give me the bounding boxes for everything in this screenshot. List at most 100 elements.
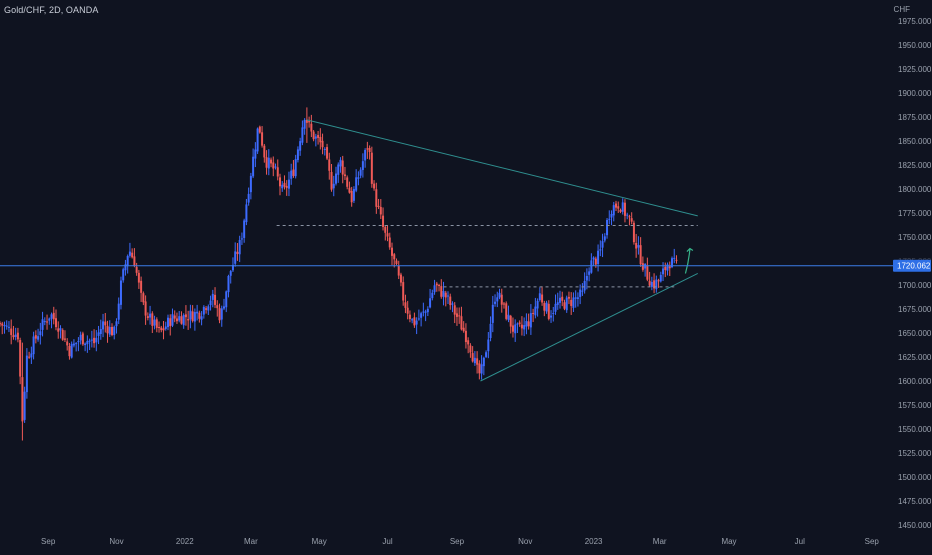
candle[interactable] <box>668 261 671 276</box>
candle[interactable] <box>238 235 241 263</box>
candle[interactable] <box>576 292 579 307</box>
candle[interactable] <box>135 262 138 276</box>
candle[interactable] <box>191 305 194 323</box>
candle[interactable] <box>570 292 573 315</box>
candle[interactable] <box>200 311 203 326</box>
candle[interactable] <box>270 157 273 168</box>
candle[interactable] <box>299 137 302 156</box>
candle[interactable] <box>267 149 270 176</box>
candle[interactable] <box>61 328 64 341</box>
candle[interactable] <box>451 301 454 313</box>
candle[interactable] <box>597 244 600 272</box>
candle[interactable] <box>612 201 615 222</box>
candle[interactable] <box>370 146 373 188</box>
candle[interactable] <box>258 125 261 134</box>
candle[interactable] <box>182 313 185 329</box>
candle[interactable] <box>63 330 66 343</box>
candle[interactable] <box>144 295 147 325</box>
candle[interactable] <box>223 298 225 311</box>
candle[interactable] <box>99 319 102 340</box>
candle[interactable] <box>411 317 414 324</box>
candle[interactable] <box>386 225 389 242</box>
candle[interactable] <box>552 306 555 322</box>
candle[interactable] <box>608 210 611 225</box>
candle[interactable] <box>52 306 55 325</box>
candle[interactable] <box>337 162 340 183</box>
candle[interactable] <box>25 348 28 399</box>
candle[interactable] <box>16 327 19 343</box>
candle[interactable] <box>346 175 349 190</box>
candle[interactable] <box>368 145 371 160</box>
candle[interactable] <box>422 302 425 317</box>
candle[interactable] <box>641 256 644 272</box>
candle[interactable] <box>511 317 514 338</box>
candle[interactable] <box>294 154 297 179</box>
candle[interactable] <box>467 337 470 354</box>
candle[interactable] <box>541 286 544 306</box>
candle[interactable] <box>449 293 452 310</box>
candle[interactable] <box>359 167 362 179</box>
candle[interactable] <box>393 252 396 268</box>
candle[interactable] <box>408 310 411 323</box>
candle[interactable] <box>198 310 201 323</box>
candle[interactable] <box>343 166 346 180</box>
candle[interactable] <box>550 310 553 323</box>
candle[interactable] <box>243 218 246 243</box>
candle[interactable] <box>323 147 326 156</box>
candle[interactable] <box>81 331 84 346</box>
candle[interactable] <box>48 317 51 325</box>
candle[interactable] <box>666 262 669 276</box>
candle[interactable] <box>68 342 71 360</box>
candle[interactable] <box>480 355 483 380</box>
candle[interactable] <box>55 309 57 331</box>
candle[interactable] <box>290 163 293 185</box>
candle[interactable] <box>404 294 407 314</box>
candle[interactable] <box>79 331 82 345</box>
candle[interactable] <box>518 320 521 327</box>
candle[interactable] <box>532 308 535 323</box>
candle[interactable] <box>341 155 344 184</box>
candle[interactable] <box>287 171 290 197</box>
candle[interactable] <box>321 133 324 155</box>
candle[interactable] <box>610 210 613 226</box>
candle[interactable] <box>500 288 503 313</box>
candle[interactable] <box>66 338 69 351</box>
candle[interactable] <box>113 325 116 340</box>
candle[interactable] <box>158 321 161 333</box>
candle[interactable] <box>97 325 100 345</box>
candle[interactable] <box>648 271 651 287</box>
candle[interactable] <box>312 130 315 142</box>
candle[interactable] <box>193 308 196 331</box>
candle[interactable] <box>431 289 434 301</box>
candle[interactable] <box>326 143 329 161</box>
candle[interactable] <box>632 220 635 245</box>
candle[interactable] <box>455 307 458 326</box>
candle[interactable] <box>382 207 385 231</box>
candle[interactable] <box>664 262 667 278</box>
candle[interactable] <box>265 150 268 175</box>
candle[interactable] <box>444 290 447 307</box>
candle[interactable] <box>373 180 376 191</box>
candle[interactable] <box>57 321 60 339</box>
candle[interactable] <box>21 342 24 441</box>
candle[interactable] <box>335 166 337 186</box>
candle[interactable] <box>209 295 212 311</box>
candle[interactable] <box>310 114 313 138</box>
candle[interactable] <box>296 146 299 163</box>
candle[interactable] <box>514 319 517 342</box>
candle[interactable] <box>102 313 105 338</box>
candle[interactable] <box>180 311 183 325</box>
candle[interactable] <box>88 338 91 351</box>
candle[interactable] <box>585 268 588 290</box>
candle[interactable] <box>104 312 107 333</box>
candle[interactable] <box>292 159 295 178</box>
candle[interactable] <box>482 356 485 376</box>
candle[interactable] <box>534 297 537 319</box>
candle[interactable] <box>263 143 266 163</box>
candle[interactable] <box>330 163 333 192</box>
candle[interactable] <box>28 351 31 359</box>
candle[interactable] <box>357 171 360 186</box>
candle[interactable] <box>254 142 257 168</box>
candle[interactable] <box>509 314 512 334</box>
up-arrow-icon[interactable] <box>684 247 694 274</box>
